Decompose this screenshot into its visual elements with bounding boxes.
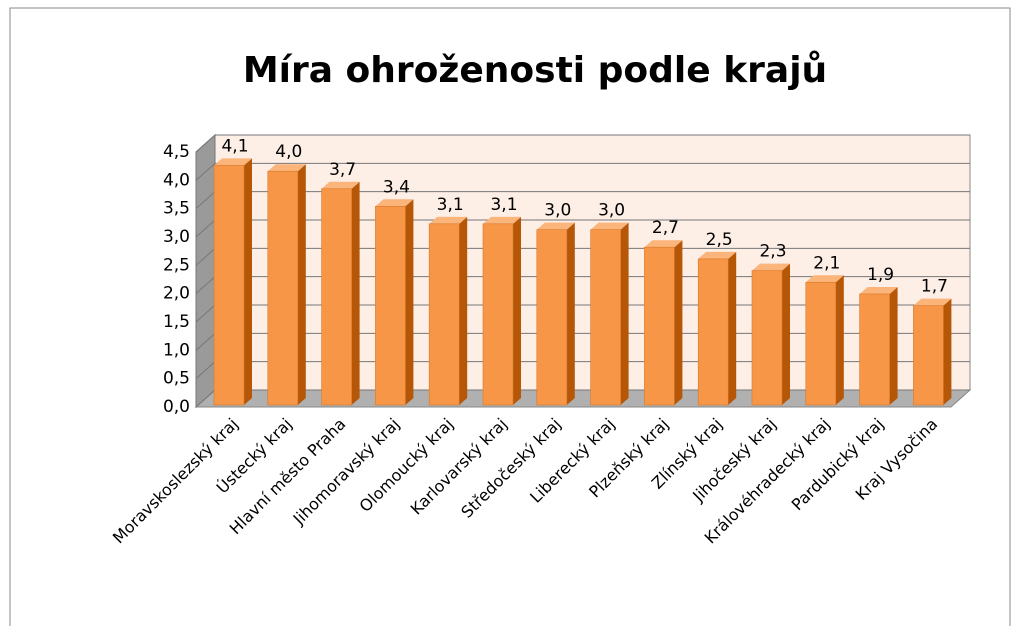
- bar-top: [214, 158, 252, 166]
- y-tick-label: 0,0: [163, 397, 190, 417]
- grid-line: [195, 389, 216, 408]
- y-tick-label: 4,0: [163, 170, 190, 190]
- bar-top: [321, 181, 360, 189]
- bar-side: [728, 251, 737, 405]
- bar-side: [459, 216, 468, 405]
- bar-side: [674, 240, 683, 405]
- y-tick-label: 3,0: [163, 227, 190, 247]
- bar-side: [405, 199, 414, 405]
- value-label: 4,0: [275, 142, 302, 162]
- y-tick-label: 3,5: [163, 199, 190, 219]
- grid-line: [195, 247, 216, 266]
- value-label: 3,1: [490, 195, 517, 215]
- bar-top: [429, 216, 468, 224]
- bar-top: [375, 199, 414, 207]
- bar-top: [698, 251, 737, 259]
- bar: [482, 223, 514, 406]
- bar: [805, 281, 837, 406]
- bar: [751, 270, 783, 406]
- value-label: 1,9: [867, 265, 894, 285]
- bar-top: [859, 286, 898, 294]
- bar-side: [297, 164, 306, 405]
- y-tick-label: 1,5: [163, 312, 190, 332]
- side-wall: [195, 133, 216, 409]
- bar-top: [805, 275, 844, 283]
- y-tick-label: 2,0: [163, 284, 190, 304]
- chart-title: Míra ohroženosti podle krajů: [243, 50, 827, 91]
- bar: [697, 258, 729, 406]
- bar-side: [566, 222, 575, 405]
- bar: [913, 305, 944, 406]
- grid-line: [195, 304, 216, 323]
- value-label: 1,7: [921, 277, 948, 297]
- grid-line: [195, 361, 216, 380]
- bar: [859, 293, 890, 406]
- grid-line: [195, 276, 216, 295]
- bar-side: [889, 286, 898, 405]
- bar-side: [620, 222, 629, 405]
- grid-line: [195, 332, 216, 351]
- grid-line: [195, 219, 216, 238]
- bar-top: [483, 216, 521, 224]
- value-label: 3,0: [598, 201, 625, 221]
- floor: [194, 389, 972, 408]
- bar: [213, 165, 245, 406]
- bar-top: [536, 222, 575, 230]
- value-label: 2,7: [652, 218, 679, 238]
- bar-side: [782, 263, 790, 405]
- grid-line: [195, 134, 216, 153]
- y-tick-label: 1,0: [163, 340, 190, 360]
- value-label: 3,7: [329, 160, 356, 180]
- value-label: 3,4: [383, 177, 410, 197]
- bar-top: [752, 263, 790, 271]
- bar-side: [943, 298, 952, 405]
- bar-side: [835, 275, 844, 405]
- bar-top: [590, 222, 629, 230]
- y-tick-label: 4,5: [163, 142, 190, 162]
- bar-top: [644, 240, 683, 248]
- bar: [428, 223, 460, 406]
- y-tick-label: 0,5: [163, 369, 190, 389]
- grid-line: [195, 191, 216, 210]
- bar-top: [267, 164, 306, 172]
- grid-line: [195, 162, 216, 181]
- y-tick-label: 2,5: [163, 255, 190, 275]
- value-label: 3,1: [437, 195, 464, 215]
- bar-side: [513, 216, 521, 405]
- bar: [267, 170, 299, 406]
- bar: [590, 229, 621, 406]
- value-label: 3,0: [544, 201, 571, 221]
- bar-side: [244, 158, 252, 405]
- bar: [536, 229, 568, 406]
- value-label: 2,1: [813, 253, 840, 273]
- bar: [644, 246, 675, 406]
- bar: [321, 188, 352, 406]
- bar-side: [351, 181, 360, 405]
- value-label: 4,1: [221, 136, 248, 156]
- bar-top: [913, 298, 952, 306]
- value-label: 2,3: [759, 242, 786, 262]
- bar: [375, 205, 406, 406]
- value-label: 2,5: [706, 230, 733, 250]
